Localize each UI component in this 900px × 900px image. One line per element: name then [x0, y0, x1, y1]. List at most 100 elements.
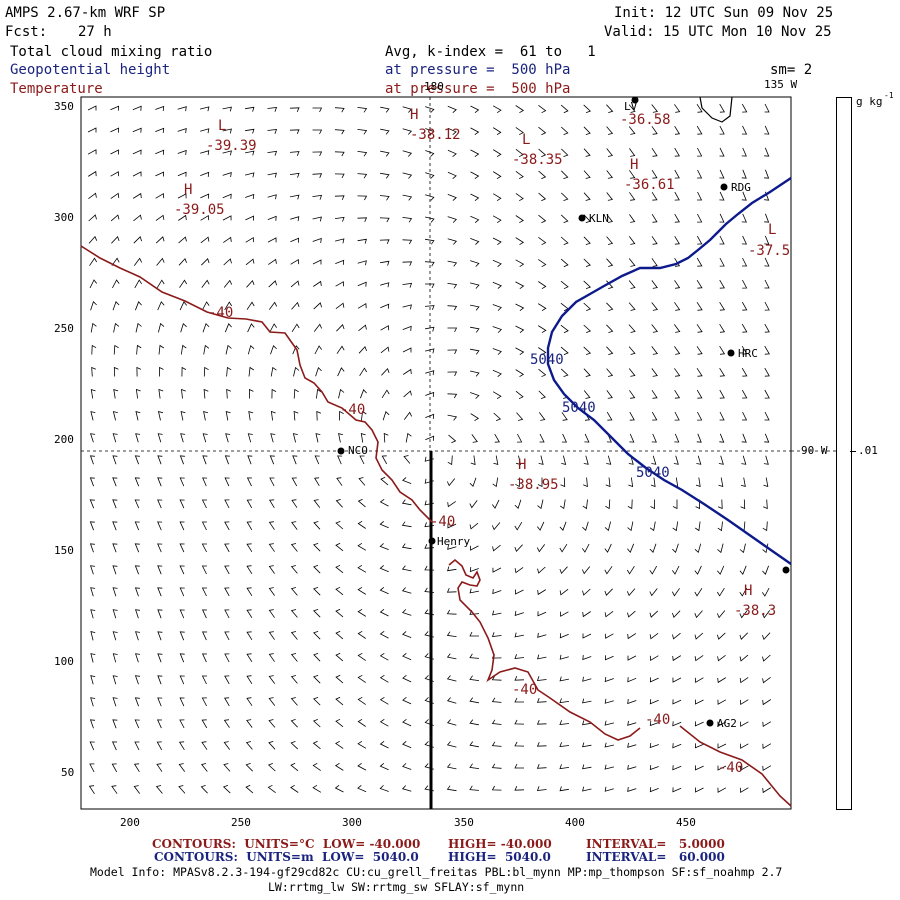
wind-barb — [90, 631, 96, 641]
wind-barb — [248, 411, 254, 421]
wind-barb — [560, 280, 569, 290]
wind-barb — [674, 346, 681, 355]
wind-barb — [719, 367, 726, 377]
wind-barb — [379, 498, 389, 507]
wind-barb — [134, 455, 140, 465]
wind-barb — [357, 696, 366, 705]
wind-barb — [606, 214, 614, 223]
wind-barb — [425, 435, 435, 441]
wind-barb — [402, 325, 412, 331]
wind-barb — [357, 303, 367, 309]
wind-barb — [674, 125, 681, 135]
wind-barb — [717, 765, 727, 771]
wind-barb — [491, 719, 502, 725]
wind-barb — [536, 521, 545, 531]
wind-barb — [694, 610, 703, 619]
wind-barb — [134, 565, 140, 575]
wind-barb — [337, 367, 345, 377]
wind-barb — [312, 129, 323, 135]
wind-barb — [224, 543, 230, 553]
temp-label-2: -40 — [340, 402, 366, 418]
wind-barb — [739, 699, 749, 705]
wind-barb — [293, 366, 300, 377]
wind-barb — [401, 609, 412, 616]
wind-barb — [89, 741, 95, 751]
wind-barb — [291, 499, 298, 508]
wind-barb — [224, 301, 233, 311]
wind-barb — [268, 719, 276, 728]
wind-barb — [741, 367, 748, 377]
wind-barb — [290, 784, 299, 793]
wind-barb — [201, 279, 210, 288]
wind-barb — [361, 410, 367, 421]
wind-barb — [651, 258, 658, 267]
wind-barb — [334, 762, 344, 771]
wind-barb — [290, 653, 298, 662]
wind-barb — [224, 631, 230, 641]
station-label-hrc: HRC — [738, 347, 758, 360]
wind-barb — [380, 282, 390, 288]
temp-label-4: -40 — [512, 682, 538, 698]
wind-barb — [514, 675, 525, 681]
wind-barb — [88, 192, 97, 200]
wind-barb — [268, 609, 275, 618]
wind-barb — [447, 283, 458, 289]
wind-barb — [651, 455, 657, 465]
wind-barb — [492, 149, 502, 158]
wind-barb — [112, 455, 118, 465]
wind-barb — [270, 344, 277, 355]
wind-barb — [491, 522, 501, 531]
wind-barb — [559, 720, 570, 725]
temp-label-3: -40 — [430, 514, 456, 530]
wind-barb — [764, 323, 770, 333]
wind-barb — [628, 126, 636, 135]
wind-barb — [515, 325, 525, 334]
wind-barb — [89, 257, 98, 266]
wind-barb — [267, 172, 277, 178]
wind-barb — [515, 369, 525, 378]
wind-barb — [446, 741, 457, 748]
wind-barb — [469, 763, 480, 769]
wind-barb — [379, 674, 389, 683]
wind-barb — [626, 565, 635, 575]
wind-barb — [88, 214, 97, 222]
wind-barb — [360, 389, 367, 399]
wind-barb — [402, 763, 412, 770]
temperature-contour-4 — [699, 96, 733, 123]
wind-barb — [112, 653, 118, 663]
wind-barb — [201, 675, 207, 685]
wind-barb — [178, 741, 185, 751]
wind-barb — [629, 390, 636, 399]
wind-barb — [582, 720, 592, 726]
wind-barb — [446, 587, 457, 593]
extremum-value: -38.95 — [508, 477, 559, 493]
wind-barb — [719, 411, 725, 421]
wind-barb — [405, 432, 412, 443]
wind-barb — [246, 719, 253, 728]
wind-barb — [338, 388, 345, 399]
wind-barb — [201, 631, 208, 641]
temp-contour-info: CONTOURS: UNITS=°C LOW= -40.000 — [152, 837, 421, 851]
init-time: Init: 12 UTC Sun 09 Nov 25 — [614, 5, 834, 21]
wind-barb — [380, 260, 390, 266]
wind-barb — [246, 499, 253, 509]
wind-barb — [155, 214, 165, 221]
wind-barb — [537, 325, 547, 334]
wind-barb — [425, 150, 435, 157]
wind-barb — [561, 148, 569, 157]
wind-barb — [90, 411, 96, 421]
wind-barb — [156, 279, 165, 289]
wind-barb — [719, 279, 725, 289]
extremum-value: -38.3 — [734, 603, 777, 619]
wind-barb — [402, 106, 413, 113]
wind-barb — [335, 281, 344, 287]
wind-barb — [203, 411, 209, 421]
wind-barb — [537, 632, 547, 638]
wind-barb — [158, 344, 165, 355]
wind-barb — [134, 543, 140, 553]
wind-barb — [716, 565, 725, 575]
wind-barb — [181, 388, 186, 399]
wind-barb — [559, 698, 570, 704]
wind-barb — [764, 235, 770, 245]
